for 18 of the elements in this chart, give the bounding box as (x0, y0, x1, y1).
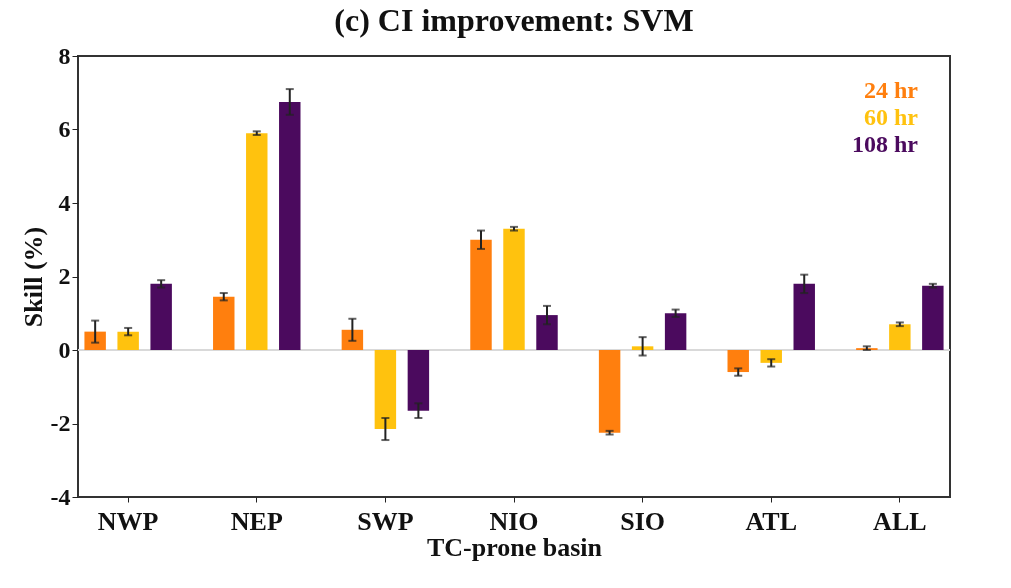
y-tick-label: 8 (58, 42, 71, 69)
chart-title: (c) CI improvement: SVM (334, 2, 694, 38)
x-tick-label: SWP (357, 506, 414, 536)
text: 24 hr (864, 77, 919, 103)
y-axis-title: Skill (%) (18, 226, 48, 328)
y-tick-label: -2 (50, 410, 71, 436)
text: 108 hr (852, 131, 919, 157)
x-tick-label: ALL (873, 506, 927, 536)
x-tick-label: NWP (97, 506, 159, 536)
y-tick-label: 6 (58, 116, 71, 142)
y-tick-label: 2 (58, 263, 71, 289)
x-tick-label: NEP (230, 506, 283, 536)
y-tick-label: 4 (58, 189, 71, 216)
y-tick-label: -4 (50, 483, 71, 510)
x-tick-label: SIO (620, 506, 666, 536)
text: 60 hr (864, 104, 919, 130)
x-tick-label: ATL (745, 506, 797, 536)
y-tick-label: 0 (58, 336, 71, 363)
